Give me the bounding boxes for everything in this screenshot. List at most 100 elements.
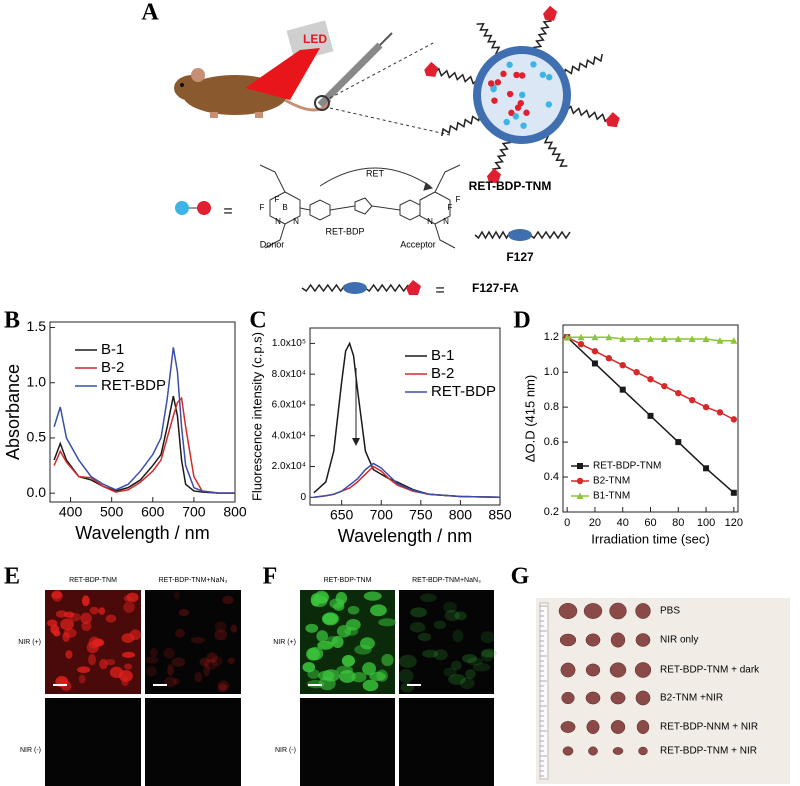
row-label: NIR (+) [18, 639, 41, 646]
nanoparticle-label: RET-BDP-TNM [469, 179, 552, 193]
molecule-structure [399, 199, 421, 221]
marker [674, 335, 682, 342]
x-tick-label: 850 [488, 507, 512, 523]
cell [341, 654, 355, 667]
x-tick-label: 0 [564, 517, 570, 529]
group-label: PBS [660, 606, 680, 617]
cell [433, 649, 448, 661]
marker [633, 368, 640, 376]
cell [398, 654, 417, 668]
tumor [560, 662, 576, 678]
legend-label: B-2 [431, 365, 454, 382]
molecule-structure [259, 164, 461, 249]
marker [619, 361, 626, 369]
cell [65, 650, 73, 659]
cell [105, 614, 117, 623]
polymer-label: F127 [506, 250, 534, 264]
cell [47, 619, 58, 627]
tumor [558, 603, 578, 619]
x-tick-label: 20 [589, 517, 601, 529]
cell [217, 680, 230, 691]
peo-block [508, 229, 532, 241]
molecule-structure [319, 167, 431, 187]
cell [419, 593, 437, 602]
molecule-structure [434, 164, 461, 249]
cell [123, 595, 131, 602]
cell [92, 638, 105, 647]
arrowhead [352, 438, 360, 446]
chain [491, 134, 512, 175]
marker [563, 333, 571, 341]
tumor [635, 633, 651, 647]
cell [89, 606, 99, 615]
cell [316, 630, 329, 642]
chain [441, 112, 486, 137]
marker [688, 335, 696, 342]
cell [443, 667, 457, 677]
cell [351, 672, 367, 683]
cell [409, 622, 426, 633]
panel-label: B [4, 308, 20, 334]
atom: N [293, 217, 299, 226]
y-tick-label: 1.0 [544, 366, 559, 378]
donor-label: Donor [260, 239, 285, 249]
tumor [638, 746, 648, 756]
atom: N [427, 217, 433, 226]
marker [605, 355, 613, 362]
cell [81, 621, 92, 632]
equals: = [223, 203, 232, 220]
dye [512, 113, 520, 120]
cell [214, 621, 227, 633]
legend-marker [576, 477, 584, 485]
micrograph [399, 698, 494, 786]
chain [432, 67, 483, 85]
dye [500, 70, 507, 78]
molecule-structure [259, 164, 286, 249]
cell [307, 669, 320, 679]
cell [362, 679, 379, 692]
column-label: RET-BDP-TNM [69, 577, 117, 584]
donor-dot [175, 201, 189, 215]
cell [99, 658, 108, 670]
molecule-structure [329, 205, 356, 211]
cell [173, 678, 180, 685]
atom: F [260, 203, 265, 212]
x-tick-label: 700 [182, 504, 206, 520]
y-tick-label: 1.5 [27, 318, 47, 334]
cell [163, 647, 175, 659]
led-lamp [245, 48, 320, 100]
marker [647, 412, 654, 419]
cell [360, 637, 375, 650]
cell [145, 656, 159, 664]
chain [558, 53, 603, 78]
cell [88, 653, 97, 666]
acceptor-label: Acceptor [400, 239, 436, 249]
micrograph [45, 698, 141, 786]
x-axis-label: Wavelength / nm [338, 526, 472, 546]
dye [506, 90, 514, 98]
marker [591, 348, 599, 355]
acceptor-dot [197, 201, 211, 215]
cell [178, 608, 190, 617]
marker [660, 335, 668, 342]
marker [702, 403, 710, 411]
column-label: RET-BDP-TNM+NaN₃ [159, 577, 228, 584]
cell [444, 609, 460, 622]
equals: = [435, 282, 444, 299]
tumor [636, 720, 650, 734]
x-tick-label: 800 [449, 507, 473, 523]
cell [203, 664, 211, 677]
dye [530, 61, 537, 68]
legend-marker [576, 492, 584, 499]
marker [577, 341, 585, 348]
mouse [180, 83, 184, 87]
cell [480, 648, 497, 658]
marker [730, 489, 737, 496]
cell [167, 664, 174, 676]
y-tick-label: 0.4 [544, 471, 559, 483]
tumor-photo: PBS NIR only RET-BDP-TNM + dark B2-TNM +NIR… [536, 598, 790, 784]
cell [227, 657, 236, 665]
cell [465, 669, 476, 679]
y-axis-label: Absorbance [3, 364, 23, 460]
